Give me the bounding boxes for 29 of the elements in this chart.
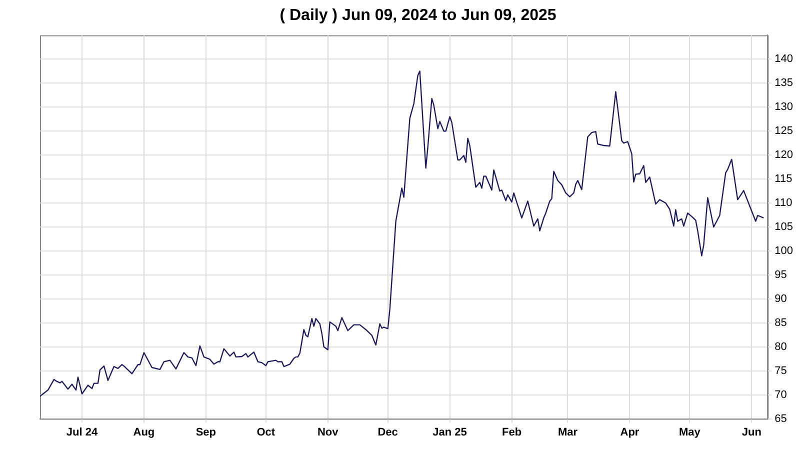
y-tick-label: 110	[774, 197, 792, 210]
x-tick-label: Mar	[558, 426, 578, 438]
x-tick-label: Sep	[196, 426, 216, 438]
x-tick-label: May	[678, 426, 702, 438]
x-tick-label: Oct	[256, 426, 276, 438]
y-tick-label: 65	[774, 412, 787, 425]
y-tick-label: 100	[774, 245, 794, 258]
x-tick-label: Jul 24	[66, 426, 98, 438]
y-tick-label: 90	[774, 292, 787, 305]
y-tick-label: 115	[774, 173, 792, 186]
y-tick-label: 75	[774, 364, 787, 377]
y-tick-label: 80	[774, 340, 787, 353]
y-tick-label: 95	[774, 268, 787, 281]
y-tick-label: 125	[774, 125, 794, 138]
x-tick-label: Nov	[317, 426, 340, 438]
y-tick-label: 105	[774, 221, 794, 234]
x-tick-label: Dec	[378, 426, 398, 438]
x-tick-label: Jan 25	[432, 426, 467, 438]
chart-title: ( Daily ) Jun 09, 2024 to Jun 09, 2025	[280, 7, 556, 24]
y-tick-label: 85	[774, 316, 787, 329]
y-tick-label: 140	[774, 53, 794, 66]
x-tick-label: Aug	[133, 426, 155, 438]
y-tick-label: 120	[774, 149, 794, 162]
y-tick-label: 130	[774, 101, 794, 114]
x-tick-label: Jun	[742, 426, 762, 438]
y-tick-label: 135	[774, 77, 794, 90]
x-tick-label: Apr	[620, 426, 640, 438]
y-tick-label: 70	[774, 388, 787, 401]
x-tick-label: Feb	[502, 426, 522, 438]
